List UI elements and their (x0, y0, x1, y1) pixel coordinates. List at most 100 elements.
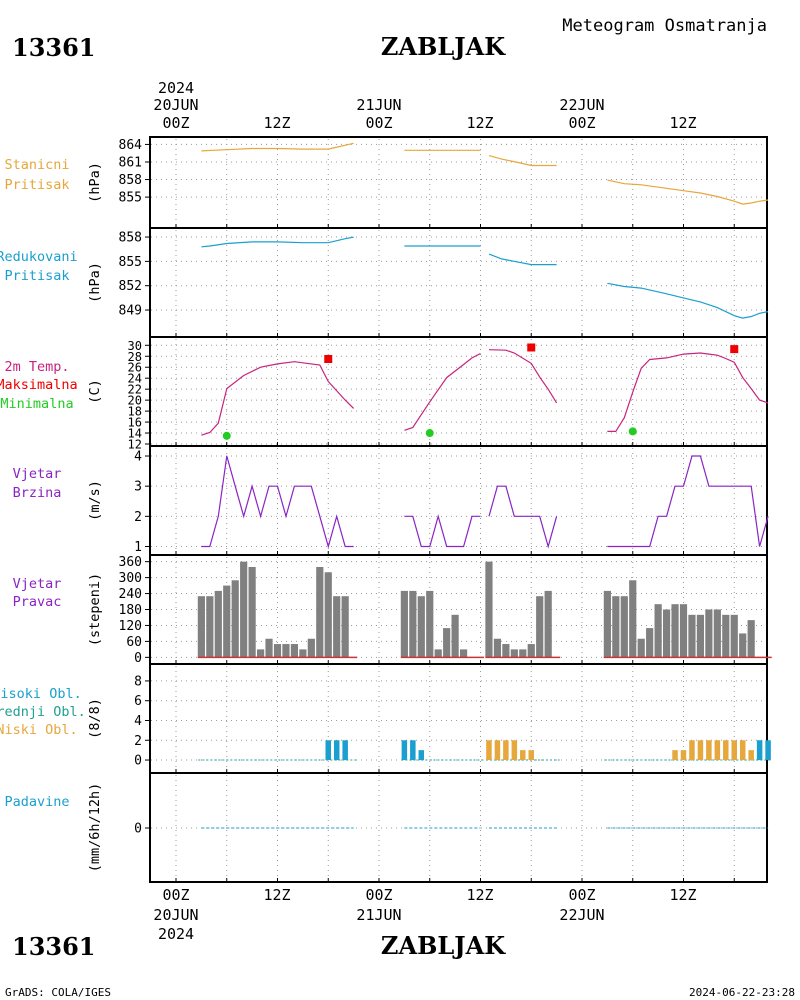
cloud-bar (401, 740, 408, 761)
y-tick-label: 30 (128, 339, 142, 353)
temperature-series-line (488, 349, 558, 404)
y-tick-label: 60 (126, 635, 142, 650)
wind-direction-bar (519, 649, 527, 658)
wind-direction-bar (434, 649, 442, 658)
wind-direction-bar (240, 561, 248, 658)
temperature-label-line: 2m Temp. (4, 359, 69, 375)
y-tick-label: 861 (119, 155, 142, 170)
cloud-bar (528, 750, 534, 761)
wind-direction-bar (722, 614, 730, 658)
cloud-bar (333, 740, 340, 761)
top-hour-label-2: 12Z (263, 114, 290, 132)
bottom-hour-label-1: 00Z (162, 886, 189, 904)
wind-direction-bar (620, 596, 628, 658)
y-tick-label: 240 (119, 587, 142, 602)
wind-direction-bar (341, 596, 349, 658)
wind-direction-bar (536, 596, 544, 658)
wind-direction-bar (214, 590, 222, 658)
wind_direction-label-line: Pravac (13, 594, 62, 610)
reduced_pressure-frame (149, 227, 768, 338)
y-tick-label: 8 (134, 674, 142, 689)
y-tick-label: 360 (119, 555, 142, 570)
wind-direction-bar (443, 628, 451, 658)
cloud-bar (511, 740, 518, 761)
wind-direction-bar (231, 580, 239, 658)
wind-direction-bar (527, 644, 535, 658)
top-hour-label-1: 00Z (162, 114, 189, 132)
precipitation-unit-label: (mm/6h/12h) (87, 783, 103, 872)
wind-direction-bar (265, 638, 273, 658)
wind_speed-series-line (201, 455, 354, 549)
y-tick-label: 16 (128, 416, 142, 430)
bottom-hour-label-3: 00Z (365, 886, 392, 904)
y-tick-label: 864 (119, 138, 143, 153)
wind-direction-bar (603, 590, 611, 658)
y-tick-label: 0 (134, 651, 142, 666)
y-tick-label: 4 (134, 450, 142, 465)
bottom-hour-label-5: 00Z (568, 886, 595, 904)
station-name-bottom: ZABLJAK (381, 931, 506, 960)
clouds-unit-label: (8/8) (87, 698, 103, 739)
bottom-hour-label-4: 12Z (466, 886, 493, 904)
wind-direction-bar (206, 596, 214, 658)
temperature-unit-label: (C) (87, 379, 103, 403)
y-tick-label: 858 (119, 231, 142, 246)
tmin-marker (425, 429, 434, 438)
bottom-hour-label-2: 12Z (263, 886, 290, 904)
wind-direction-bar (400, 590, 408, 658)
clouds-label-line: Visoki Obl. (0, 686, 82, 702)
wind-direction-bar (197, 596, 205, 658)
clouds-panel: 8 6 4 2 0 Visoki Obl. Srednji Obl. Niski Obl. (8… (0, 663, 772, 774)
cloud-bar (697, 740, 704, 761)
wind-direction-bar (290, 644, 299, 658)
wind-direction-bar (510, 649, 518, 658)
cloud-bar (418, 750, 425, 761)
wind-direction-bar (307, 638, 315, 658)
y-tick-label: 6 (134, 694, 142, 709)
clouds-label-line: Niski Obl. (0, 722, 78, 738)
wind_speed-unit-label: (m/s) (87, 480, 103, 521)
wind-direction-bar (493, 638, 502, 658)
top-hour-label-4: 12Z (466, 114, 493, 132)
wind-direction-bar (256, 649, 265, 658)
top-hour-label-5: 00Z (568, 114, 595, 132)
top-hour-label-3: 00Z (365, 114, 392, 132)
top-date-label-2: 21JUN (356, 96, 401, 114)
wind-direction-bar (646, 628, 654, 658)
bottom-year-label: 2024 (158, 925, 194, 943)
cloud-bar (503, 740, 509, 761)
station-id-top: 13361 (12, 33, 96, 62)
wind-direction-bar (459, 649, 468, 658)
cloud-bar (325, 740, 331, 761)
station_pressure-label-line: Stanicni (4, 157, 69, 173)
reduced_pressure-series-line (201, 236, 354, 248)
wind-direction-bar (485, 561, 493, 658)
y-tick-label: 852 (119, 279, 142, 294)
station-name-top: ZABLJAK (381, 32, 506, 61)
reduced_pressure-label-line: Pritisak (4, 268, 69, 284)
cloud-bar (520, 750, 526, 761)
y-tick-label: 18 (128, 405, 142, 419)
chart-subtitle: Meteogram Osmatranja (562, 16, 767, 36)
wind-direction-bar (451, 614, 459, 658)
footer-left-credit: GrADS: COLA/IGES (5, 986, 111, 999)
y-tick-label: 180 (119, 603, 142, 618)
tmax-marker (527, 343, 536, 352)
y-tick-label: 4 (134, 714, 142, 729)
bottom-date-label-1: 20JUN (153, 906, 198, 924)
y-tick-label: 855 (119, 255, 142, 270)
wind_direction-unit-label: (stepeni) (87, 573, 103, 646)
temperature-series-line (201, 361, 355, 436)
station_pressure-panel: 864 861 858 855 Stanicni Pritisak (hPa) (4, 136, 769, 229)
wind-direction-bar (316, 566, 324, 658)
reduced_pressure-series-line (488, 253, 557, 266)
tmax-marker (324, 355, 333, 363)
station_pressure-series-line (488, 155, 557, 167)
y-tick-label: 855 (119, 191, 142, 206)
wind-direction-bar (282, 644, 290, 658)
wind-direction-bar (248, 566, 256, 658)
wind-direction-bar (223, 585, 231, 658)
cloud-bar (756, 740, 763, 761)
